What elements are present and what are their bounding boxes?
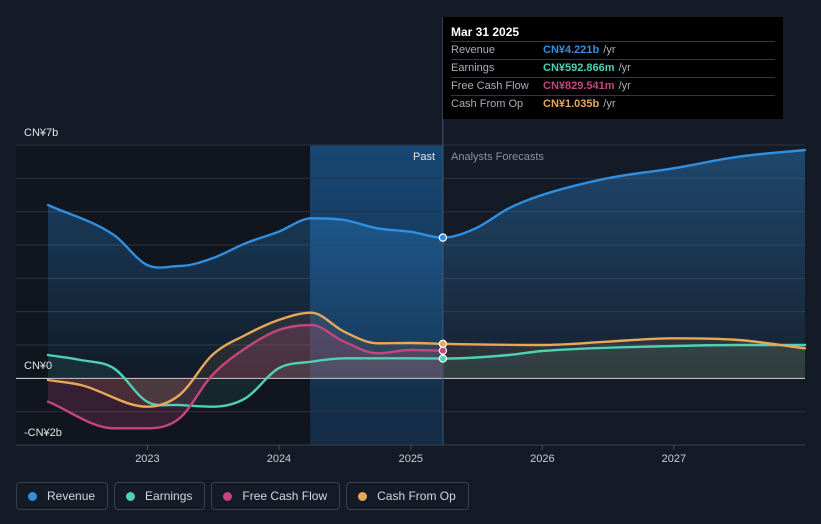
legend-dot-icon <box>223 491 233 501</box>
tooltip-value: CN¥592.866m <box>543 62 615 74</box>
tooltip-unit: /yr <box>618 80 631 92</box>
legend-item-earnings[interactable]: Earnings <box>114 482 206 510</box>
legend-label: Free Cash Flow <box>242 489 328 503</box>
legend-item-free-cash-flow[interactable]: Free Cash Flow <box>211 482 341 510</box>
tooltip-row-earnings: Earnings CN¥592.866m /yr <box>451 60 775 78</box>
tooltip-unit: /yr <box>603 44 616 56</box>
revenue-line <box>46 148 807 269</box>
tooltip-label: Revenue <box>451 44 496 56</box>
past-label: Past <box>413 151 435 163</box>
tooltip-label: Cash From Op <box>451 98 524 110</box>
earnings-marker <box>438 354 448 363</box>
tooltip-date: Mar 31 2025 <box>451 23 775 42</box>
legend-label: Revenue <box>47 489 96 503</box>
y-axis-top-label: CN¥7b <box>24 127 58 139</box>
revenue-marker <box>438 233 448 242</box>
hover-tooltip: Mar 31 2025 Revenue CN¥4.221b /yr Earnin… <box>443 17 783 119</box>
x-tick-label: 2024 <box>267 453 291 465</box>
tooltip-value: CN¥829.541m <box>543 80 615 92</box>
series-lines <box>46 148 807 430</box>
legend-item-cash-from-op[interactable]: Cash From Op <box>346 482 469 510</box>
tooltip-row-free-cash-flow: Free Cash Flow CN¥829.541m /yr <box>451 78 775 96</box>
x-tick-label: 2026 <box>530 453 554 465</box>
tooltip-unit: /yr <box>603 98 616 110</box>
cash-from-op-line <box>46 311 807 408</box>
forecast-label: Analysts Forecasts <box>451 151 544 163</box>
hover-markers <box>438 233 448 363</box>
earnings-line <box>46 343 807 408</box>
legend-label: Cash From Op <box>377 489 456 503</box>
tooltip-unit: /yr <box>618 62 631 74</box>
legend-item-revenue[interactable]: Revenue <box>16 482 109 510</box>
revenue-area <box>48 150 805 379</box>
free-cash-flow-line <box>46 323 445 430</box>
tooltip-label: Free Cash Flow <box>451 80 529 92</box>
tooltip-row-revenue: Revenue CN¥4.221b /yr <box>451 42 775 60</box>
legend-dot-icon <box>28 491 37 501</box>
earnings-area <box>48 345 805 407</box>
x-axis-ticks: 2023 2024 2025 2026 2027 <box>135 445 686 465</box>
legend-dot-icon <box>126 491 136 501</box>
tooltip-value: CN¥4.221b <box>543 44 600 56</box>
free-cash-flow-marker <box>438 346 448 355</box>
chart-legend: Revenue Earnings Free Cash Flow Cash Fro… <box>16 482 475 510</box>
x-tick-label: 2027 <box>662 453 686 465</box>
tooltip-row-cash-from-op: Cash From Op CN¥1.035b /yr <box>451 96 775 113</box>
legend-label: Earnings <box>145 489 193 503</box>
tooltip-value: CN¥1.035b <box>543 98 600 110</box>
cash-from-op-area <box>48 312 805 407</box>
y-axis-zero-label: CN¥0 <box>24 360 52 372</box>
legend-dot-icon <box>358 491 368 501</box>
x-tick-label: 2023 <box>135 453 159 465</box>
tooltip-label: Earnings <box>451 62 495 74</box>
x-tick-label: 2025 <box>399 453 423 465</box>
cash-from-op-marker <box>438 339 448 349</box>
y-axis-bottom-label: -CN¥2b <box>24 427 62 439</box>
